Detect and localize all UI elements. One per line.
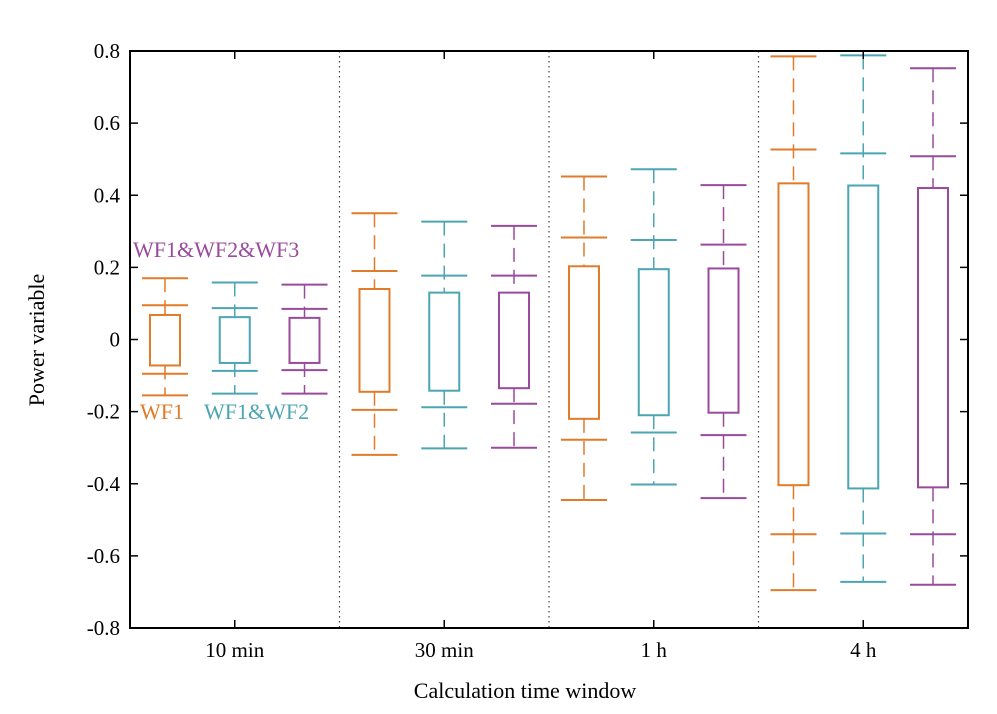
box-plot [281,283,328,395]
series-label-wf1: WF1 [140,399,184,424]
series-label-wf1-wf2: WF1&WF2 [204,399,309,424]
y-axis-title: Power variable [24,274,49,407]
y-tick-label: 0.4 [94,183,121,207]
y-tick-label: 0.2 [94,255,120,279]
y-tick-label: -0.4 [87,472,121,496]
box-plot [560,175,607,501]
box [637,268,670,417]
y-tick-label: 0.6 [94,111,120,135]
group-separators [338,51,760,628]
box [218,316,251,364]
y-tick-label: -0.8 [87,616,120,640]
box-plots [141,54,957,592]
x-tick-label: 1 h [641,638,668,662]
box-plot [141,277,188,397]
series-label-wf1-wf2-wf3: WF1&WF2&WF3 [133,237,299,262]
x-axis: 10 min 30 min 1 h 4 h [205,51,877,662]
x-axis-title: Calculation time window [414,678,637,703]
box [777,182,810,487]
y-tick-label: -0.2 [87,400,120,424]
x-tick-label: 4 h [850,638,877,662]
y-tick-label: 0.8 [94,39,120,63]
y-tick-label: 0 [110,328,121,352]
y-axis: -0.8 -0.6 -0.4 -0.2 0 0.2 0.4 0.6 0.8 [87,39,968,640]
box [288,316,321,364]
x-tick-label: 30 min [415,638,474,662]
series-labels: WF1 WF1&WF2 WF1&WF2&WF3 [133,237,309,424]
box [498,291,531,390]
box [358,288,391,393]
box-plot [491,224,538,449]
box-plot [630,168,677,486]
box [567,265,600,420]
box [148,313,181,367]
y-tick-label: -0.6 [87,544,120,568]
box-plot [211,281,258,395]
box-plot [700,184,747,500]
box-plot [351,212,398,456]
box [428,291,461,392]
box-plot [910,67,957,586]
box-plot [421,220,468,450]
x-tick-label: 10 min [205,638,264,662]
box-plot [770,55,817,592]
box [847,184,880,490]
box [917,187,950,489]
box-plot [840,54,887,583]
box [707,267,740,414]
